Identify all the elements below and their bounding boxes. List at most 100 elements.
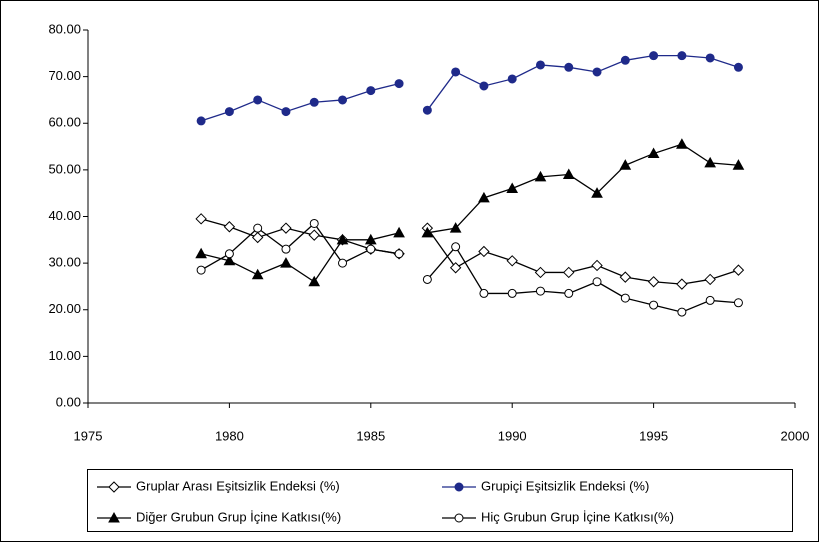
legend-box xyxy=(87,469,793,532)
series-line xyxy=(200,54,739,122)
data-point xyxy=(506,255,518,267)
data-point xyxy=(534,266,547,279)
data-point xyxy=(251,231,264,244)
data-point xyxy=(338,258,348,268)
y-tick-label: 50.00 xyxy=(48,161,81,176)
data-point xyxy=(562,168,575,180)
data-point xyxy=(705,53,715,63)
y-tick-label: 80.00 xyxy=(48,21,81,36)
data-point xyxy=(253,95,263,105)
data-point xyxy=(421,226,434,238)
data-point xyxy=(338,95,348,105)
data-point xyxy=(479,81,489,91)
data-point xyxy=(336,233,349,245)
data-point xyxy=(677,307,687,317)
data-point xyxy=(281,107,291,117)
data-point xyxy=(422,105,432,115)
data-point xyxy=(507,288,517,298)
data-point xyxy=(732,159,745,170)
x-tick-label: 1990 xyxy=(498,428,527,443)
data-point xyxy=(308,229,320,241)
y-tick-label: 60.00 xyxy=(48,115,81,130)
data-point xyxy=(705,295,715,305)
data-point xyxy=(535,60,545,70)
data-point xyxy=(280,257,292,268)
x-tick-label: 1995 xyxy=(639,428,668,443)
data-point xyxy=(563,266,575,279)
data-point xyxy=(364,233,377,245)
data-point xyxy=(676,278,688,290)
data-point xyxy=(677,51,687,61)
data-point xyxy=(649,51,659,61)
data-point xyxy=(591,187,603,198)
data-point xyxy=(196,265,206,275)
x-tick-label: 1975 xyxy=(74,428,103,443)
data-point xyxy=(534,170,547,182)
series-line xyxy=(200,222,739,313)
legend-label: Diğer Grubun Grup İçine Katkısı(%) xyxy=(136,509,341,524)
data-point xyxy=(394,79,404,89)
data-point xyxy=(224,107,234,117)
x-tick-label: 1985 xyxy=(356,428,385,443)
data-point xyxy=(223,221,236,233)
data-point xyxy=(507,74,517,84)
data-point xyxy=(195,247,207,259)
data-point xyxy=(676,138,688,149)
data-point xyxy=(393,226,405,238)
legend-marker xyxy=(108,481,120,493)
data-point xyxy=(647,147,660,159)
data-point xyxy=(196,116,206,126)
data-point xyxy=(592,277,602,287)
data-point xyxy=(280,222,292,234)
data-point xyxy=(366,86,376,96)
data-point xyxy=(506,182,519,194)
data-point xyxy=(308,275,321,287)
data-point xyxy=(451,67,461,77)
data-point xyxy=(281,244,291,254)
data-point xyxy=(647,276,660,288)
x-tick-label: 1980 xyxy=(215,428,244,443)
data-point xyxy=(564,62,574,72)
legend-marker xyxy=(454,513,464,523)
y-tick-label: 30.00 xyxy=(48,255,81,270)
y-tick-label: 20.00 xyxy=(48,301,81,316)
data-point xyxy=(704,156,717,168)
y-tick-label: 10.00 xyxy=(48,348,81,363)
data-point xyxy=(535,286,545,296)
data-point xyxy=(619,159,632,170)
data-point xyxy=(224,249,234,259)
data-point xyxy=(366,244,376,254)
data-point xyxy=(309,97,319,107)
legend-marker xyxy=(108,511,120,523)
data-point xyxy=(253,223,263,233)
legend-label: Hiç Grubun Grup İçine Katkısı(%) xyxy=(481,509,674,524)
data-point xyxy=(620,55,630,65)
data-point xyxy=(620,293,630,303)
data-point xyxy=(649,300,659,310)
y-tick-label: 40.00 xyxy=(48,208,81,223)
legend-label: Grupiçi Eşitsizlik Endeksi (%) xyxy=(481,478,649,493)
data-point xyxy=(478,191,490,203)
data-point xyxy=(479,288,489,298)
data-point xyxy=(449,262,462,274)
data-point xyxy=(592,67,602,77)
data-point xyxy=(619,271,632,283)
legend-label: Gruplar Arası Eşitsizlik Endeksi (%) xyxy=(136,478,340,493)
data-point xyxy=(591,259,603,272)
data-point xyxy=(195,213,207,225)
data-point xyxy=(451,242,461,252)
data-point xyxy=(309,218,319,228)
data-point xyxy=(478,245,490,258)
legend-marker xyxy=(454,482,464,492)
data-point xyxy=(733,62,743,72)
data-point xyxy=(564,288,574,298)
y-tick-label: 0.00 xyxy=(56,394,81,409)
data-point xyxy=(732,264,745,276)
data-point xyxy=(704,273,716,286)
data-point xyxy=(251,268,264,280)
data-point xyxy=(449,222,462,233)
x-tick-label: 2000 xyxy=(781,428,810,443)
data-point xyxy=(422,274,432,284)
